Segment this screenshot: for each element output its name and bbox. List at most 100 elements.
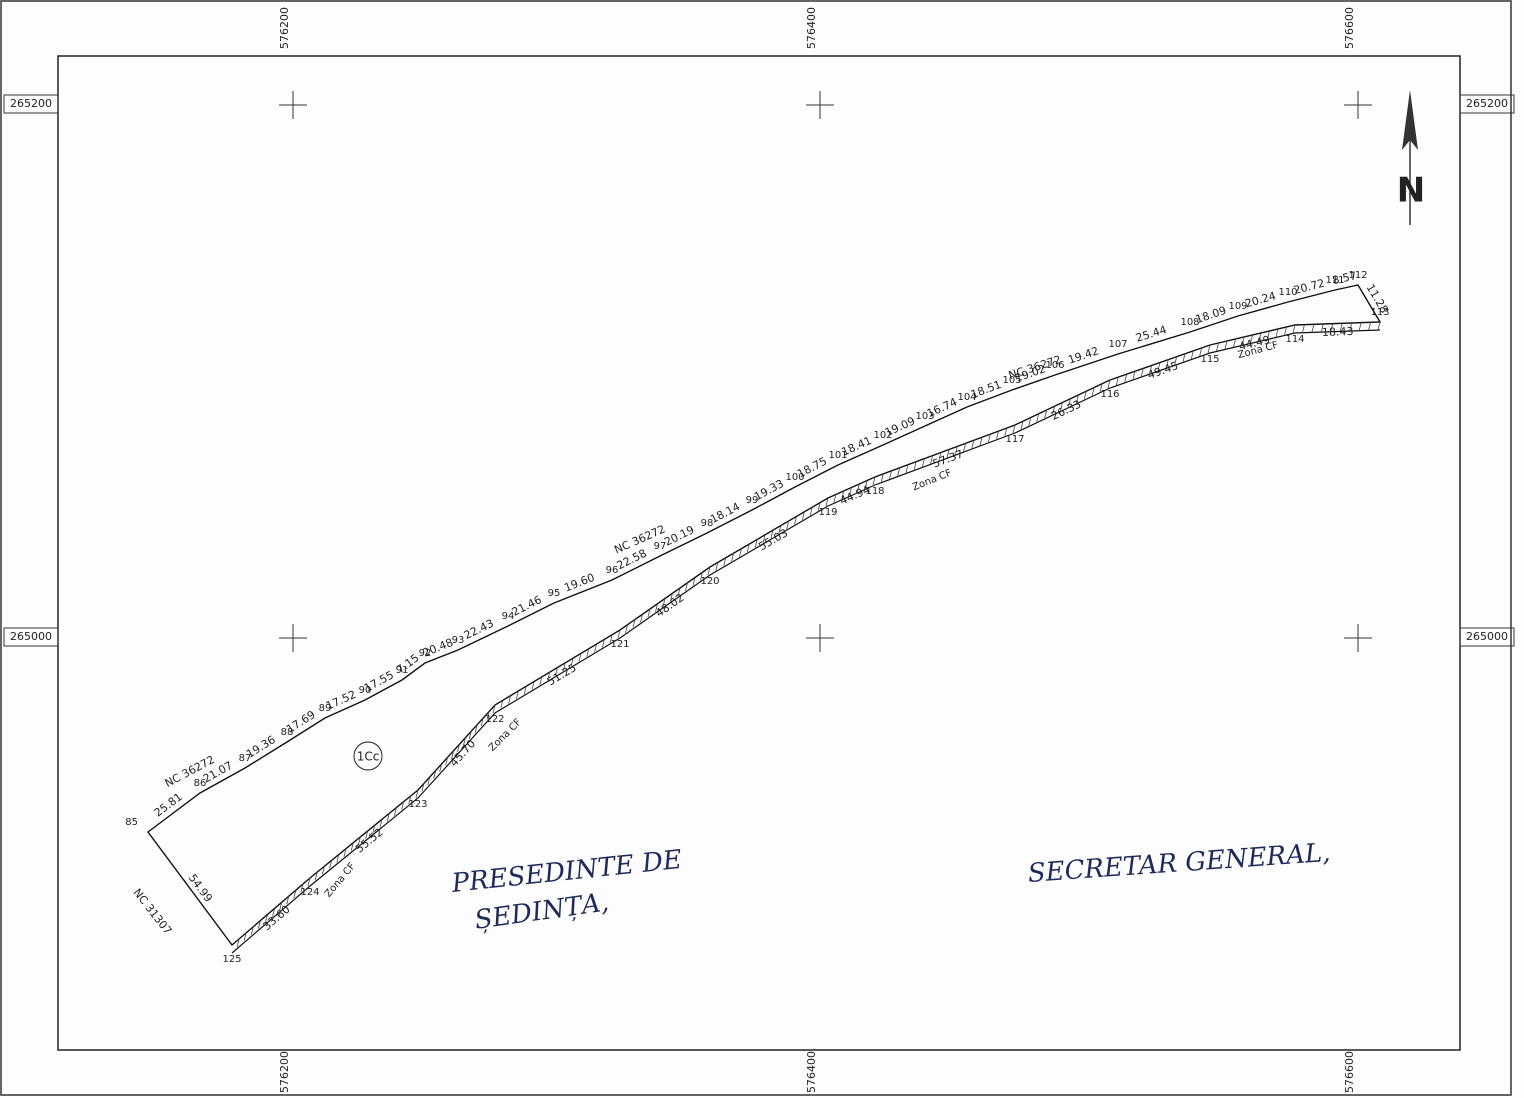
zone-hatch [1377, 321, 1381, 331]
zone-hatch [786, 520, 790, 530]
point-label: 105 [1002, 375, 1021, 386]
zone-hatch [1083, 391, 1087, 400]
zone-hatch [415, 789, 419, 799]
zone-hatch [996, 431, 999, 440]
point-label: 89 [319, 703, 332, 714]
zone-hatch [897, 467, 901, 476]
point-label: 121 [610, 639, 629, 650]
zone-hatch [1258, 332, 1262, 342]
zone-label: Zona CF [323, 861, 358, 900]
zone-hatch [386, 813, 390, 822]
zone-hatch [609, 634, 613, 643]
zone-hatch [500, 700, 504, 709]
point-label: 115 [1200, 354, 1219, 365]
point-label: 107 [1108, 339, 1127, 350]
point-label: 104 [957, 392, 976, 403]
zone-hatch [1339, 323, 1343, 332]
label-box [3, 94, 59, 114]
y-coordinate-label: 265200 [10, 97, 52, 110]
zone-hatch [963, 443, 966, 452]
signature-title: PRESEDINTE DE [449, 845, 683, 899]
zone-hatch [778, 525, 782, 534]
zone-hatch [640, 614, 643, 623]
zone-hatch [257, 920, 261, 929]
y-coordinate-label: 265200 [1466, 97, 1508, 110]
point-label: 98 [701, 518, 714, 529]
point-label: 102 [873, 430, 892, 441]
zone-hatch [905, 464, 909, 473]
zone-hatch [1284, 326, 1287, 336]
zone-hatch [770, 530, 774, 539]
zone-hatch [647, 608, 651, 618]
zone-hatch [1224, 340, 1228, 350]
zone-hatch [1036, 413, 1040, 422]
zone-hatch [1020, 421, 1024, 430]
zone-hatch [1330, 323, 1334, 332]
zone-hatch [343, 848, 347, 857]
distance-label: 19.60 [562, 571, 596, 595]
distance-label: 22.43 [462, 617, 496, 642]
distance-label: 25.44 [1134, 323, 1168, 345]
point-label: 95 [548, 588, 561, 599]
zone-hatch [265, 914, 268, 923]
north-arrow: N [1397, 90, 1425, 225]
zone-hatch [1190, 350, 1194, 359]
parcel-boundary [147, 284, 1382, 947]
zone-hatch [468, 731, 472, 740]
zone-hatch [1140, 368, 1144, 377]
zone-hatch [802, 511, 805, 520]
zone-hatch [329, 860, 332, 869]
y-coordinate-label: 265000 [1466, 630, 1508, 643]
zone-hatch [1132, 371, 1136, 380]
point-label: 125 [222, 954, 241, 965]
zone-hatch [401, 801, 404, 810]
north-arrow-head [1402, 90, 1418, 150]
distance-label: 19.42 [1066, 344, 1100, 366]
point-label: 118 [865, 486, 884, 497]
distance-label: 16.74 [925, 395, 959, 420]
zone-hatch [586, 648, 590, 657]
zone-hatch [474, 724, 478, 733]
zone-hatch [617, 629, 621, 639]
map-frame [57, 55, 1461, 1051]
zone-hatch [293, 890, 297, 899]
zone-hatch [731, 553, 734, 562]
zone-hatch [570, 658, 574, 667]
point-label: 108 [1180, 317, 1199, 328]
x-coordinate-label: 576400 [805, 7, 818, 49]
zone-hatch [1182, 353, 1186, 362]
zone-hatch [971, 440, 975, 449]
zone-hatch [1358, 322, 1362, 331]
distance-label: 25.81 [152, 790, 185, 819]
distance-label: 20.24 [1244, 289, 1278, 310]
zone-hatch [555, 667, 558, 676]
zone-hatch [1311, 324, 1315, 333]
zone-hatch [864, 480, 868, 489]
zone-hatch [427, 776, 431, 786]
zone-hatch [480, 717, 484, 727]
zone-hatch [486, 711, 490, 720]
distance-label: 19.36 [244, 733, 278, 761]
zone-hatch [322, 866, 325, 875]
zone-hatch [451, 750, 454, 759]
zone-hatch [279, 902, 283, 911]
zone-hatch [1320, 323, 1324, 333]
zone-hatch [457, 744, 460, 753]
signature-title: SECRETAR GENERAL, [1027, 838, 1331, 889]
zone-hatch [739, 548, 742, 557]
zone-hatch [662, 598, 666, 607]
point-label: 85 [125, 817, 138, 828]
zone-hatch [286, 896, 290, 905]
zone-hatch [1107, 379, 1111, 389]
point-label: 103 [915, 411, 934, 422]
zone-hatch [723, 557, 727, 566]
zone-hatch [1012, 424, 1016, 434]
zone-hatch [746, 543, 750, 553]
label-box [3, 627, 59, 647]
point-label: 91 [396, 665, 409, 676]
zone-hatch [421, 783, 425, 792]
zone-hatch [1068, 398, 1071, 407]
zone-hatch [336, 854, 340, 863]
zone-hatch [314, 872, 318, 881]
zone-hatch [825, 497, 829, 507]
